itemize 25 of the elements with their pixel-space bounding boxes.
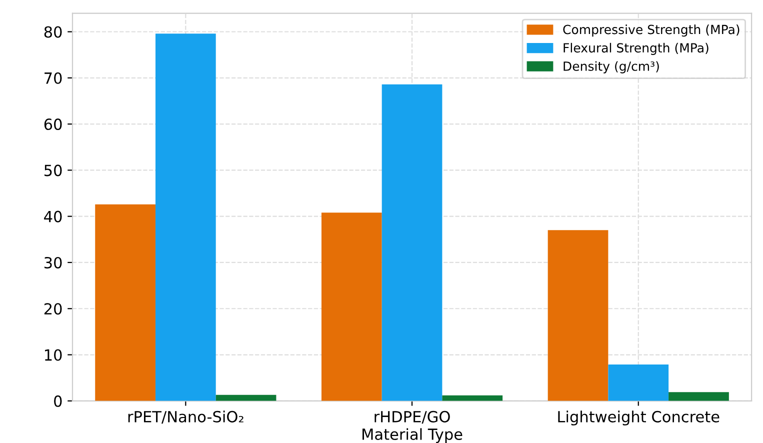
x-tick-label: Lightweight Concrete	[558, 410, 720, 426]
y-tick-label: 50	[44, 164, 62, 176]
bar	[216, 394, 276, 401]
legend-label: Density (g/cm³)	[564, 61, 659, 74]
bar	[548, 230, 608, 401]
y-tick-label: 10	[45, 349, 62, 361]
y-tick-label: 20	[44, 303, 62, 315]
bar	[608, 364, 669, 401]
y-tick-label: 40	[44, 210, 62, 222]
legend-label: Flexural Strength (MPa)	[564, 42, 708, 55]
y-tick-label: 0	[54, 395, 62, 407]
y-tick-label: 60	[44, 118, 62, 130]
bar	[155, 34, 216, 401]
bar	[382, 84, 442, 401]
y-tick-label: 30	[44, 256, 62, 268]
x-tick-label: rPET/Nano-SiO₂	[128, 410, 244, 424]
y-tick-label: 70	[44, 72, 62, 84]
y-tick-label: 80	[44, 26, 62, 38]
legend-label: Compressive Strength (MPa)	[563, 24, 740, 37]
x-axis-title: Material Type	[362, 428, 462, 443]
x-tick-label: rHDPE/GO	[374, 410, 450, 424]
bar	[95, 204, 156, 401]
bar	[668, 392, 729, 401]
bar	[321, 212, 382, 401]
bar	[442, 395, 503, 401]
